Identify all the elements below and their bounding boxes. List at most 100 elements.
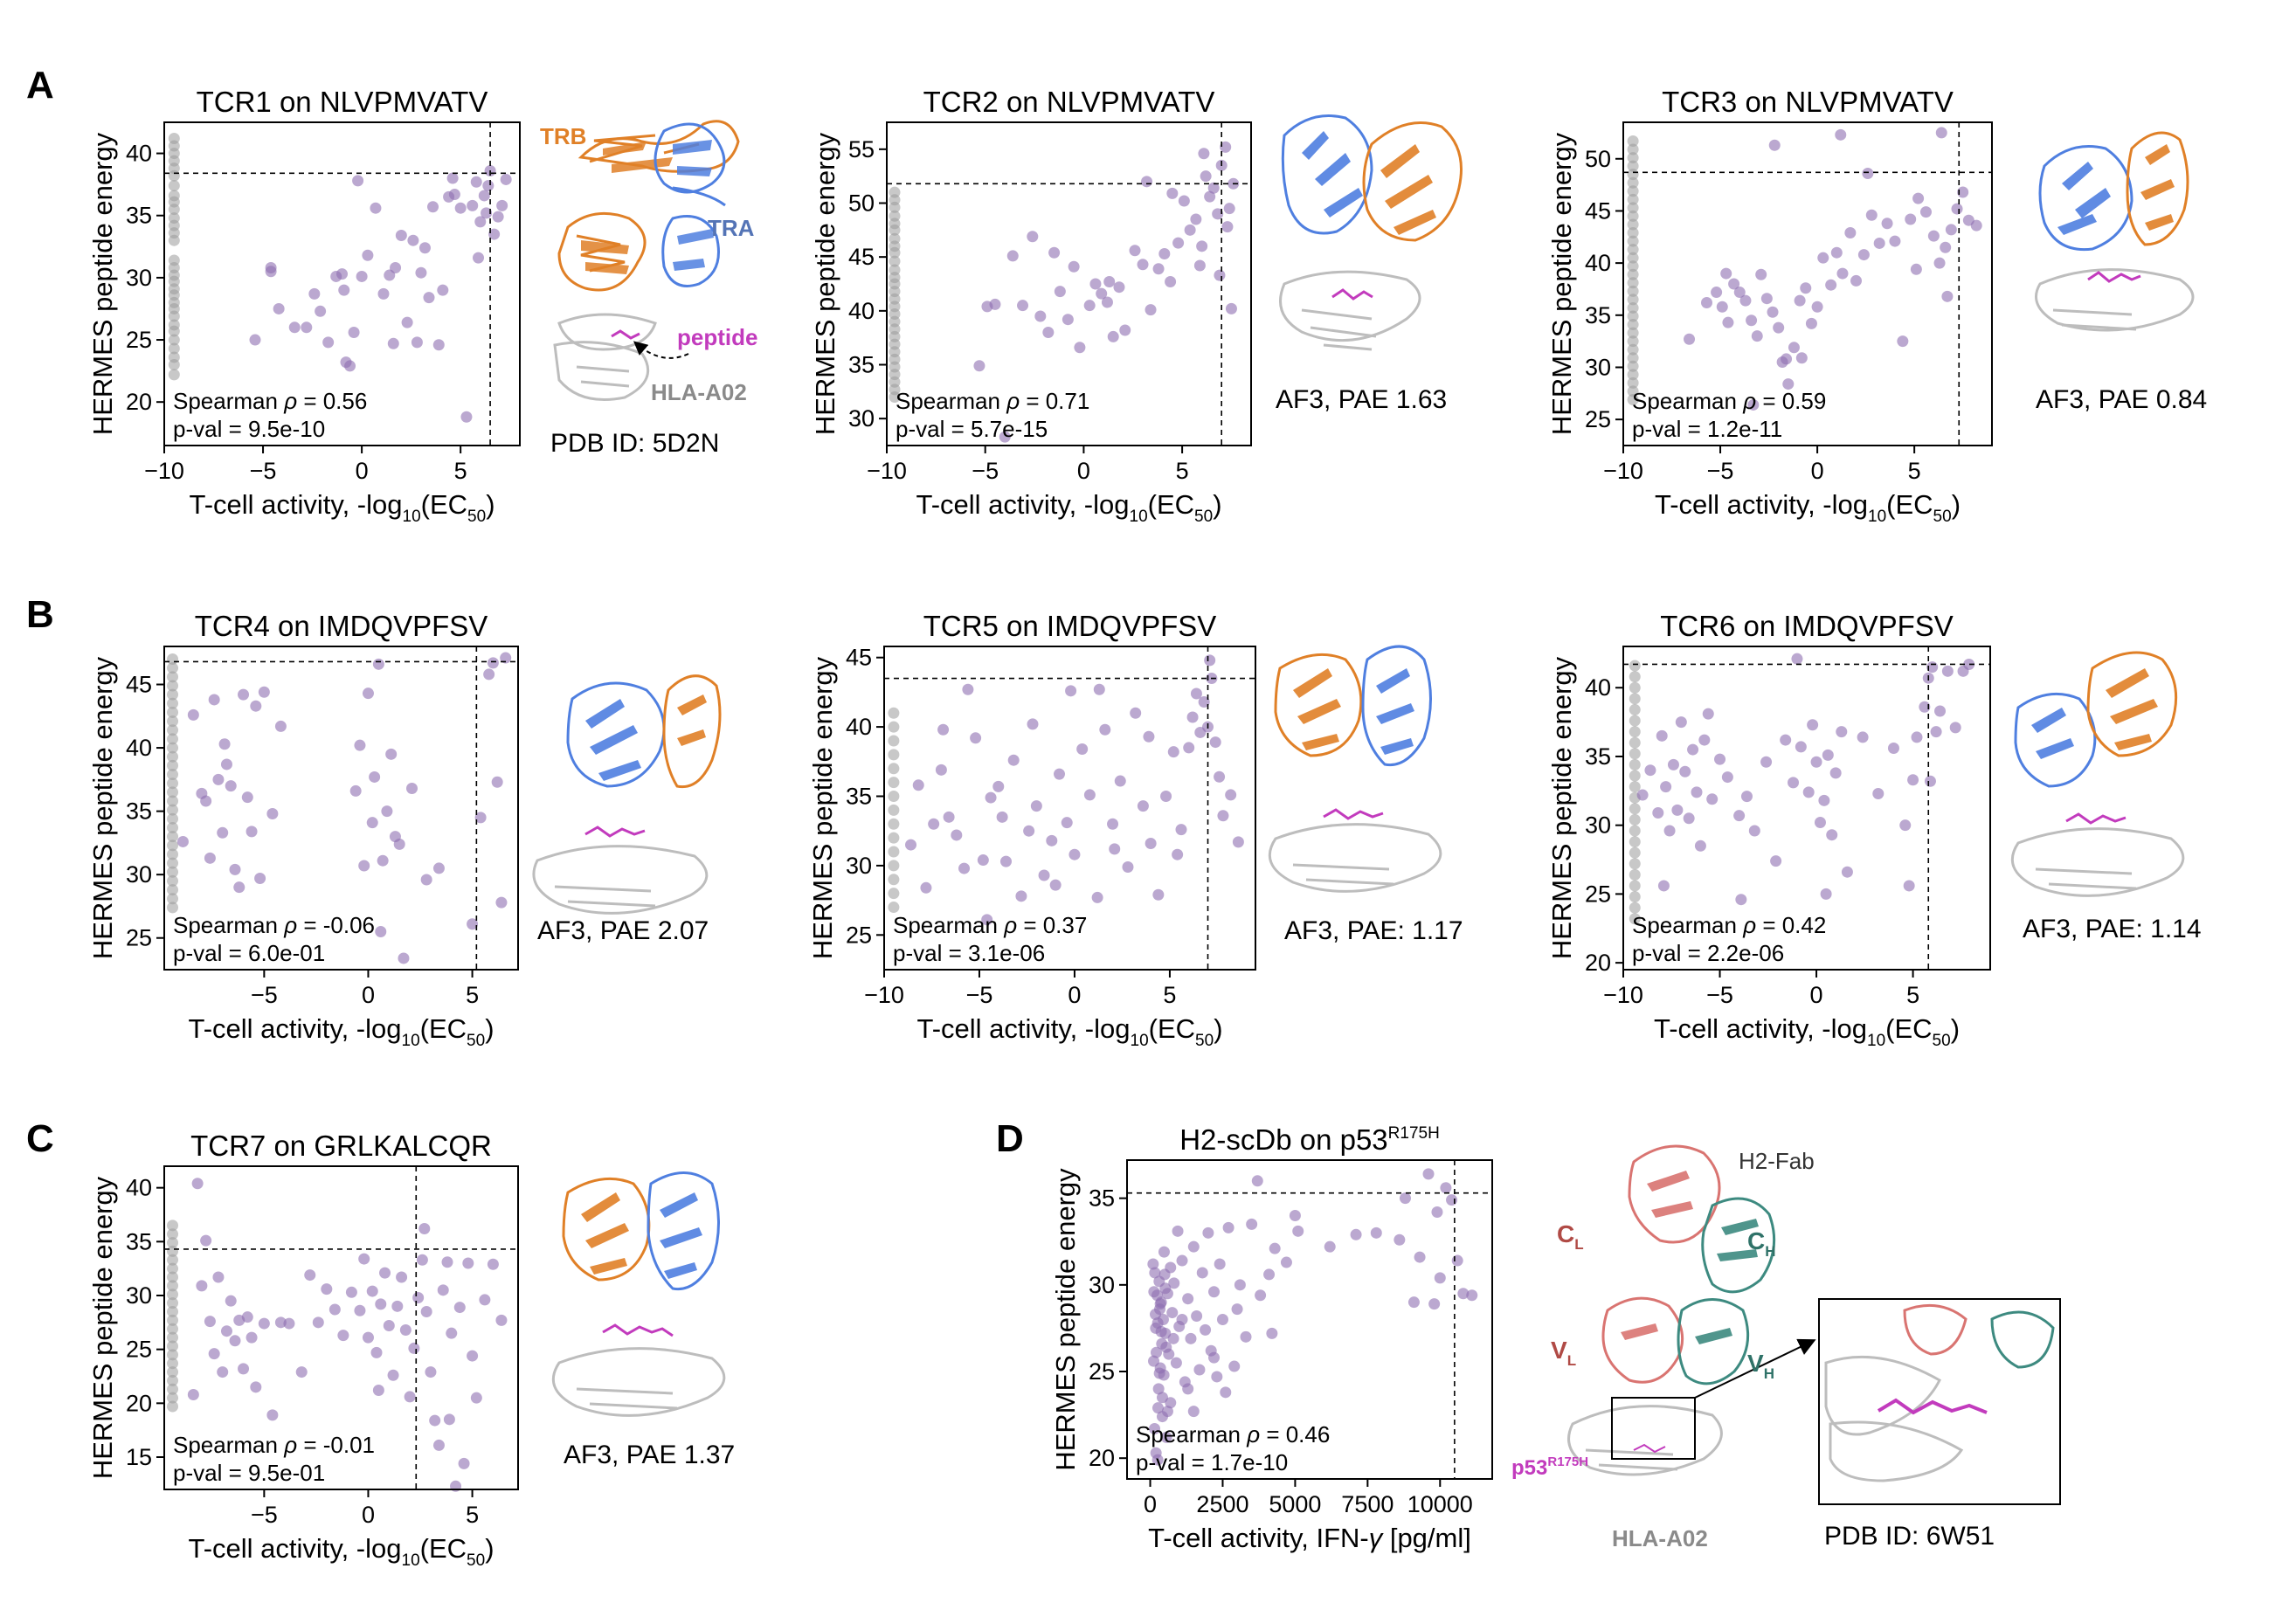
data-point — [1160, 1431, 1172, 1443]
data-point — [1807, 719, 1819, 731]
control-point — [888, 874, 900, 886]
spearman-text: Spearman — [173, 912, 284, 938]
x-axis-label-sub2: 50 — [1194, 508, 1213, 526]
control-point — [1629, 868, 1641, 881]
data-point — [1862, 167, 1874, 179]
control-point — [1627, 152, 1639, 164]
control-point — [1627, 352, 1639, 364]
structure-caption: AF3, PAE 1.37 — [564, 1441, 735, 1469]
data-point — [304, 1269, 316, 1282]
data-point — [1151, 1346, 1163, 1358]
data-point — [315, 305, 327, 317]
data-point — [1251, 1175, 1263, 1187]
hla-drawing — [532, 845, 709, 915]
control-point — [1627, 135, 1639, 147]
control-point — [1627, 393, 1639, 405]
data-point — [1129, 245, 1141, 257]
data-point — [425, 1366, 437, 1378]
data-point — [379, 1267, 391, 1279]
data-point — [1691, 786, 1703, 798]
control-point — [167, 902, 179, 914]
data-point — [1945, 224, 1957, 236]
control-point — [1627, 268, 1639, 280]
x-axis-label: T-cell activity, -log10(EC50) — [1654, 1013, 1960, 1050]
data-point — [1107, 818, 1119, 830]
y-tick-label: 30 — [846, 853, 872, 879]
data-point — [1204, 654, 1216, 667]
data-point — [962, 683, 974, 695]
control-point — [167, 1220, 179, 1232]
data-point — [250, 1381, 262, 1393]
data-point — [1428, 1298, 1441, 1310]
data-point — [225, 780, 237, 792]
data-point — [1222, 1221, 1234, 1233]
plot-frame — [1622, 646, 1991, 971]
data-point — [1149, 1267, 1161, 1279]
chart-tcr5: −10 −5 0 5 25 30 35 40 45 TCR5 on IMDQVPFSV HERMES… — [807, 610, 1256, 1050]
chart-title-main: TCR6 on IMDQVPFSV — [1660, 610, 1954, 642]
y-tick-label: 25 — [126, 1337, 152, 1363]
data-point — [1733, 810, 1746, 822]
data-point — [1151, 1402, 1164, 1414]
data-point — [1190, 687, 1202, 700]
control-point — [1629, 671, 1641, 683]
data-point — [1185, 1332, 1197, 1344]
y-tick-label: 55 — [848, 136, 875, 162]
data-point — [492, 211, 504, 223]
control-point — [167, 1297, 179, 1309]
y-axis-label: HERMES peptide energy — [87, 132, 118, 435]
control-point — [888, 707, 900, 719]
data-point — [1190, 213, 1202, 225]
control-point — [1627, 385, 1639, 397]
data-point — [1768, 139, 1781, 151]
data-point — [218, 738, 231, 750]
control-point — [167, 777, 179, 790]
data-point — [1957, 186, 1969, 198]
data-point — [1107, 330, 1119, 342]
chart-tcr7: −5 0 5 15 20 25 30 35 40 TCR7 on GRLKALCQR HERMES … — [87, 1130, 519, 1570]
x-axis-label-main: T-cell activity, IFN- — [1148, 1523, 1369, 1553]
pval-label: p-val = 5.7e-15 — [896, 416, 1048, 442]
data-point — [1422, 1168, 1435, 1180]
data-point — [1156, 1392, 1168, 1404]
y-tick-label: 45 — [846, 645, 872, 671]
control-point — [167, 812, 179, 825]
data-point — [1137, 259, 1149, 271]
control-point — [1627, 301, 1639, 314]
data-point — [1722, 316, 1734, 328]
trb-chain-fill — [2140, 144, 2175, 231]
control-point — [1629, 703, 1641, 715]
chart-tcr3: −10 −5 0 5 25 30 35 40 45 50 TCR3 on NLVPMVATV HERM… — [1546, 86, 1993, 526]
control-point — [167, 1314, 179, 1326]
control-point — [1629, 736, 1641, 749]
data-point — [212, 1271, 225, 1283]
y-tick-label: 35 — [126, 203, 152, 229]
data-point — [443, 1413, 455, 1426]
spearman-value: = 0.46 — [1260, 1421, 1330, 1448]
data-point — [1934, 705, 1947, 717]
control-point — [1627, 327, 1639, 339]
y-axis-label: HERMES peptide energy — [87, 656, 118, 959]
tra-chain-drawing — [1281, 114, 1373, 235]
data-point — [1748, 825, 1760, 837]
data-point — [462, 1257, 474, 1269]
data-point — [362, 1331, 374, 1344]
x-tick-label: 0 — [362, 1502, 375, 1528]
data-point — [385, 748, 398, 760]
peptide-label: peptide — [677, 324, 757, 350]
data-point — [1083, 789, 1096, 801]
data-point — [1667, 758, 1679, 770]
control-point — [168, 334, 180, 346]
trb-chain-fill — [1293, 668, 1341, 750]
control-point — [167, 857, 179, 869]
control-point — [167, 688, 179, 701]
panel-letter-c: C — [26, 1117, 54, 1160]
data-point — [1836, 267, 1849, 280]
data-point — [1825, 279, 1837, 291]
data-point — [1740, 791, 1753, 803]
x-axis-label-close: ) — [485, 1013, 494, 1044]
x-axis-label-close: ) — [1213, 489, 1221, 520]
data-point — [1178, 195, 1190, 207]
data-point — [1679, 765, 1691, 777]
data-point — [1240, 1330, 1252, 1343]
